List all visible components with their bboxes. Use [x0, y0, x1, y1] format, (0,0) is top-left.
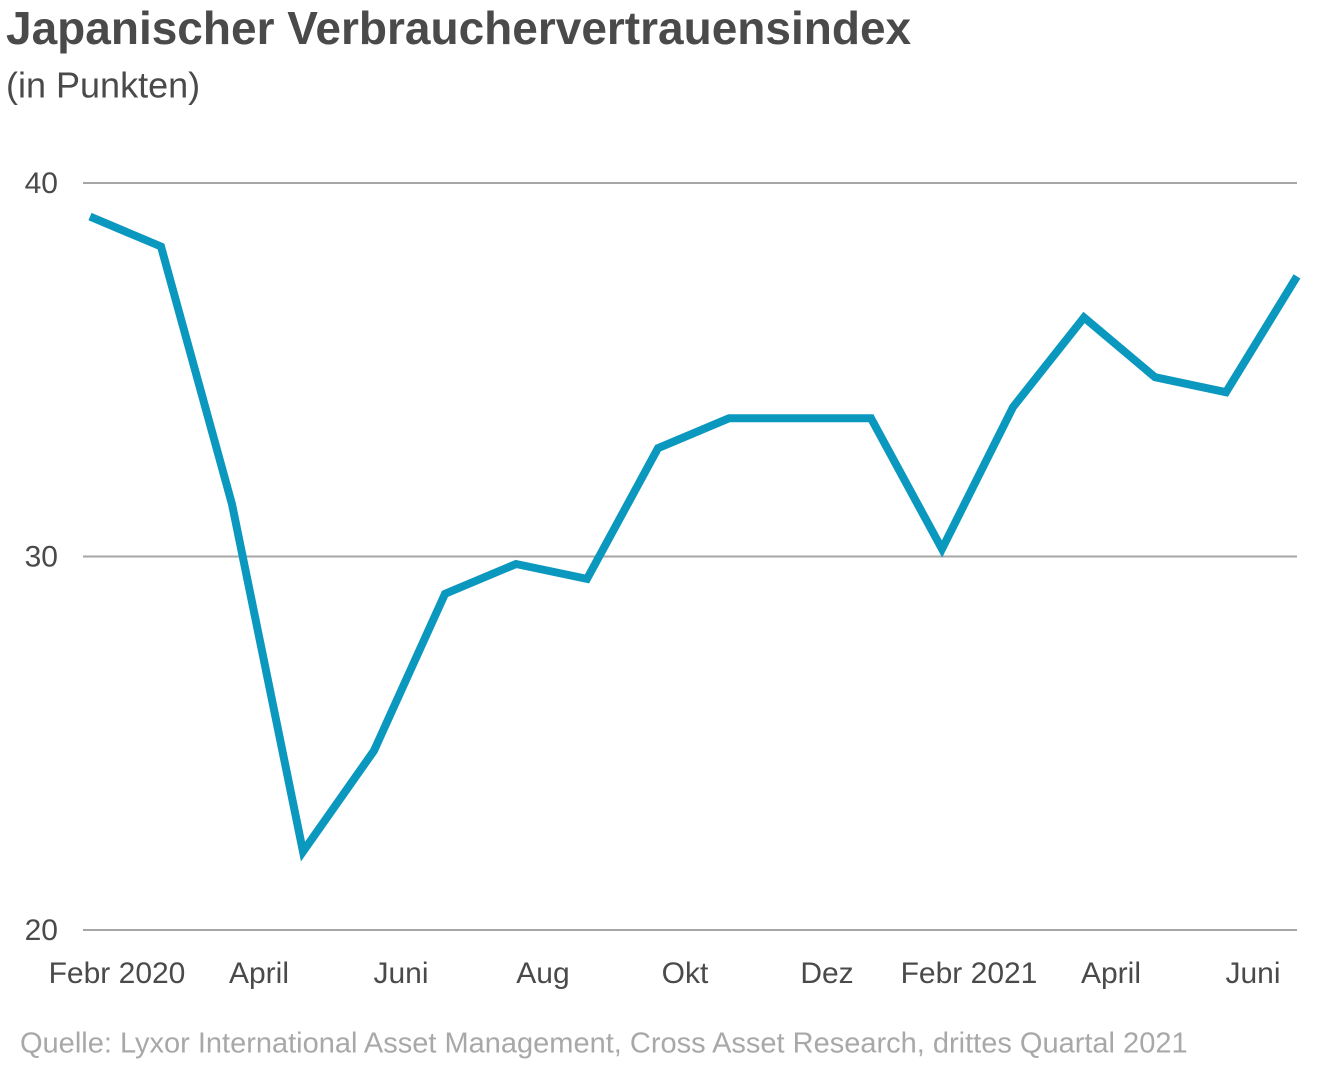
x-tick-label: Aug	[516, 957, 569, 990]
y-tick-label: 30	[25, 540, 58, 573]
chart-title: Japanischer Verbrauchervertrauensindex	[6, 2, 912, 54]
x-tick-label: April	[229, 957, 289, 990]
x-tick-label: Juni	[373, 957, 428, 990]
source-note: Quelle: Lyxor International Asset Manage…	[20, 1028, 1188, 1060]
x-tick-label: Febr 2020	[49, 957, 186, 990]
y-tick-label: 40	[25, 167, 58, 200]
y-tick-label: 20	[25, 914, 58, 947]
x-tick-label: Febr 2021	[901, 957, 1038, 990]
x-tick-label: April	[1081, 957, 1141, 990]
x-tick-label: Okt	[662, 957, 709, 990]
data-line	[88, 212, 1301, 862]
x-tick-label: Juni	[1225, 957, 1280, 990]
chart-subtitle: (in Punkten)	[6, 65, 200, 106]
x-tick-label: Dez	[800, 957, 853, 990]
